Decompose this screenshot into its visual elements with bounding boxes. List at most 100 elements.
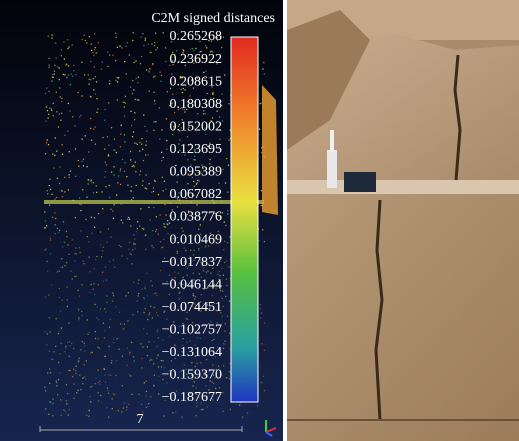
point — [50, 239, 51, 240]
point — [137, 228, 138, 229]
point — [150, 52, 151, 53]
point — [133, 131, 134, 132]
point — [177, 251, 178, 252]
point — [125, 96, 126, 97]
point — [56, 381, 57, 382]
point — [119, 245, 120, 246]
point — [153, 130, 154, 131]
point — [69, 341, 70, 342]
point — [162, 360, 163, 361]
point — [100, 231, 101, 232]
point — [118, 349, 119, 350]
point — [108, 417, 109, 418]
point — [57, 394, 58, 395]
point — [263, 376, 264, 377]
point — [60, 267, 61, 268]
point — [64, 74, 65, 75]
point — [145, 154, 146, 155]
point — [154, 76, 155, 77]
point — [134, 142, 135, 143]
point — [122, 222, 123, 223]
point — [223, 249, 224, 250]
point — [199, 273, 200, 274]
point — [69, 177, 70, 178]
point — [227, 316, 228, 317]
point — [147, 346, 148, 347]
colorbar-tick-label: −0.017837 — [162, 255, 222, 270]
point — [61, 113, 62, 114]
point — [52, 77, 53, 78]
point — [102, 208, 103, 209]
point — [92, 233, 93, 234]
point — [227, 213, 228, 214]
point — [225, 182, 226, 183]
point — [219, 117, 220, 118]
point — [200, 338, 201, 339]
point — [113, 338, 114, 339]
point — [44, 211, 45, 212]
point — [51, 108, 52, 109]
point — [158, 393, 159, 394]
point — [69, 151, 70, 152]
point — [90, 128, 91, 129]
point — [222, 298, 223, 299]
point — [91, 180, 92, 181]
point — [148, 154, 149, 155]
point — [79, 295, 80, 296]
point — [102, 272, 103, 273]
point — [74, 253, 75, 254]
point — [125, 295, 126, 296]
point — [85, 379, 86, 380]
point — [75, 176, 76, 177]
point — [128, 292, 129, 293]
point — [48, 91, 49, 92]
point — [111, 127, 112, 128]
point — [132, 136, 133, 137]
point — [89, 396, 90, 397]
point — [149, 312, 150, 313]
point — [158, 354, 159, 355]
point — [68, 415, 69, 416]
point — [147, 406, 148, 407]
point — [48, 36, 49, 37]
point — [78, 160, 79, 161]
point — [128, 404, 129, 405]
point — [184, 247, 185, 248]
point — [193, 385, 194, 386]
point — [223, 37, 224, 38]
point — [128, 217, 129, 218]
point — [84, 345, 85, 346]
point — [93, 182, 94, 183]
point — [49, 64, 50, 65]
point — [58, 333, 59, 334]
point — [59, 113, 60, 114]
point — [64, 135, 65, 136]
point — [70, 84, 71, 85]
point — [151, 359, 152, 360]
point — [261, 343, 262, 344]
point — [48, 114, 49, 115]
point — [74, 260, 75, 261]
point — [80, 389, 81, 390]
point — [134, 239, 135, 240]
point — [46, 225, 47, 226]
point — [67, 299, 68, 300]
point — [142, 346, 143, 347]
point — [81, 284, 82, 285]
point — [259, 129, 260, 130]
point — [222, 169, 223, 170]
point — [114, 204, 115, 205]
point — [78, 92, 79, 93]
point — [52, 34, 53, 35]
point — [49, 205, 50, 206]
figure: C2M signed distances 0.2652680.2369220.2… — [0, 0, 519, 441]
point — [81, 204, 82, 205]
point — [61, 415, 62, 416]
point — [149, 360, 150, 361]
point — [47, 333, 48, 334]
point — [177, 253, 178, 254]
point — [86, 42, 87, 43]
point — [225, 341, 226, 342]
point — [224, 221, 225, 222]
point — [103, 247, 104, 248]
